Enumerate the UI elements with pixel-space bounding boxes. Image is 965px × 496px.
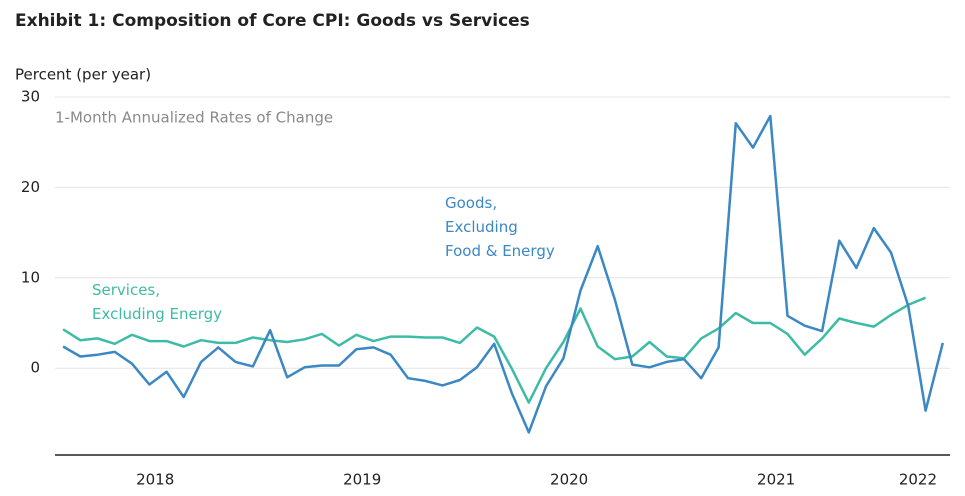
x-tick-label: 2019 (343, 471, 381, 489)
y-axis-label: Percent (per year) (15, 66, 151, 84)
series-line (62, 114, 945, 434)
x-tick-label: 2020 (550, 471, 588, 489)
y-tick-label: 20 (21, 178, 40, 196)
subtitle: 1-Month Annualized Rates of Change (55, 109, 333, 127)
y-tick-label: 30 (21, 88, 40, 106)
series-label: Services, Excluding Energy (92, 281, 223, 323)
x-tick-label: 2022 (899, 471, 937, 489)
y-tick-label: 10 (21, 268, 40, 286)
y-tick-label: 0 (30, 359, 40, 377)
series-line (62, 296, 927, 404)
x-tick-label: 2021 (757, 471, 795, 489)
series-label: Goods, Excluding Food & Energy (445, 194, 555, 260)
x-tick-label: 2018 (136, 471, 174, 489)
chart-title: Exhibit 1: Composition of Core CPI: Good… (15, 11, 530, 31)
